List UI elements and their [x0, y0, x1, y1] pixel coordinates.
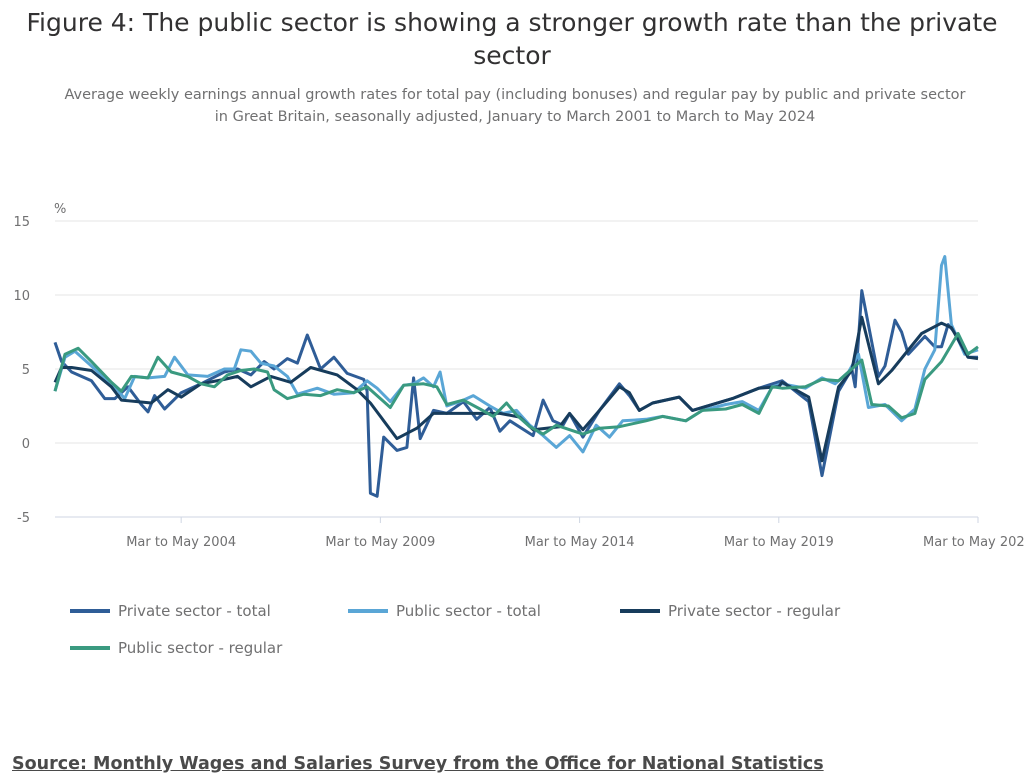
legend-item-public-regular[interactable]: Public sector - regular	[70, 639, 282, 657]
series-line-public-sector-total	[53, 255, 979, 454]
y-tick-label: 5	[22, 363, 30, 378]
legend-swatch	[70, 609, 110, 613]
y-tick-label: -5	[17, 511, 30, 526]
x-tick-label: Mar to May 2019	[724, 535, 834, 550]
legend-item-private-regular[interactable]: Private sector - regular	[620, 602, 840, 620]
y-axis-unit: %	[54, 202, 66, 217]
legend-swatch	[620, 609, 660, 613]
y-tick-label: 0	[22, 437, 30, 452]
y-tick-label: 15	[13, 215, 30, 230]
legend-swatch	[70, 646, 110, 650]
x-tick-label: Mar to May 2014	[525, 535, 635, 550]
x-tick-label: Mar to May 2004	[126, 535, 236, 550]
legend-swatch	[348, 609, 388, 613]
legend-label: Public sector - total	[396, 602, 541, 620]
legend-item-private-total[interactable]: Private sector - total	[70, 602, 271, 620]
legend-label: Private sector - regular	[668, 602, 841, 620]
y-tick-label: 10	[13, 289, 30, 304]
x-tick-label: Mar to May 2009	[325, 535, 435, 550]
legend-label: Private sector - total	[118, 602, 271, 620]
series-line-private-sector-total	[53, 289, 978, 498]
source-link[interactable]: Source: Monthly Wages and Salaries Surve…	[12, 754, 824, 774]
x-tick-label: Mar to May 2024	[923, 535, 1024, 550]
series-line-private-sector-regular	[53, 315, 979, 463]
chart-subtitle: Average weekly earnings annual growth ra…	[64, 87, 966, 125]
chart-title: Figure 4: The public sector is showing a…	[26, 8, 998, 70]
legend-item-public-total[interactable]: Public sector - total	[348, 602, 541, 620]
legend-label: Public sector - regular	[118, 639, 283, 657]
series-line-public-sector-regular	[53, 332, 979, 436]
line-chart: 15 10 5 0 -5 % Mar to May 2004 Mar to May 200…	[13, 202, 1024, 550]
